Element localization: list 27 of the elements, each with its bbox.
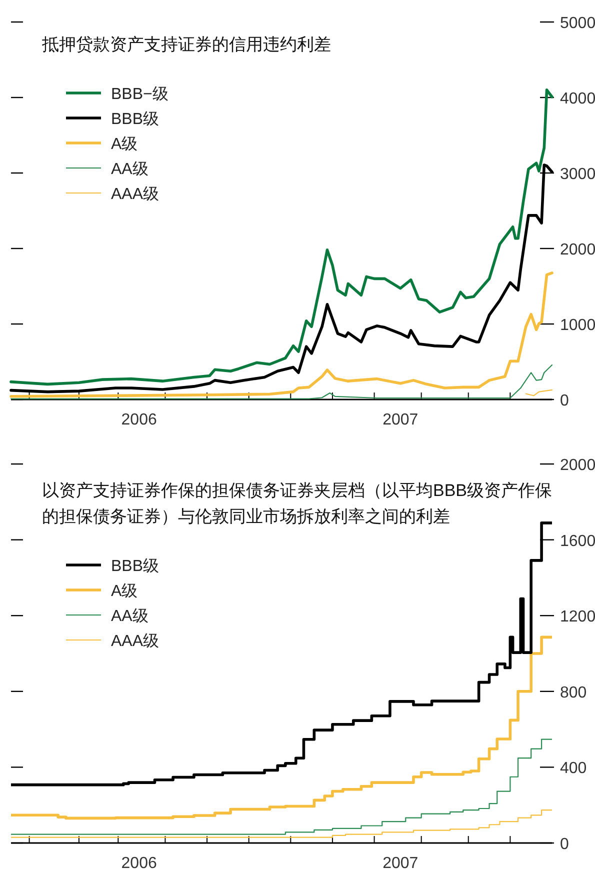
x-tick-label: 2006 xyxy=(121,412,157,428)
y-tick-label: 4000 xyxy=(560,90,595,108)
legend-label: BBB−级 xyxy=(111,86,168,103)
y-tick-label: 1600 xyxy=(560,532,595,550)
y-tick-label: 2000 xyxy=(560,457,595,474)
y-tick-label: 800 xyxy=(560,684,587,702)
y-tick-label: 1000 xyxy=(560,317,595,334)
legend-label: BBB级 xyxy=(111,558,160,575)
x-tick-label: 2007 xyxy=(382,855,418,869)
legend-label: AA级 xyxy=(111,161,148,178)
x-tick-label: 2006 xyxy=(121,855,157,869)
legend-label: AAA级 xyxy=(111,633,160,650)
x-tick-label: 2007 xyxy=(382,412,418,428)
text: 抵押贷款资产支持证券的信用违约利差 xyxy=(42,34,332,56)
y-tick-label: 400 xyxy=(560,760,587,778)
text: 以资产支持证券作保的担保债务证券夹层档（以平均BBB级资产作保的担保债务证券）与伦敦同业市场拆放利率之间的利差 xyxy=(42,480,554,528)
legend-label: BBB级 xyxy=(111,111,160,128)
y-tick-label: 5000 xyxy=(560,15,595,32)
y-tick-label: 0 xyxy=(560,836,569,853)
legend-label: A级 xyxy=(111,583,138,600)
legend-label: AA级 xyxy=(111,608,148,625)
y-tick-label: 1200 xyxy=(560,608,595,626)
legend-label: A级 xyxy=(111,136,138,153)
y-tick-label: 0 xyxy=(560,392,569,410)
y-tick-label: 3000 xyxy=(560,166,595,183)
legend-label: AAA级 xyxy=(111,186,160,203)
y-tick-label: 2000 xyxy=(560,242,595,258)
